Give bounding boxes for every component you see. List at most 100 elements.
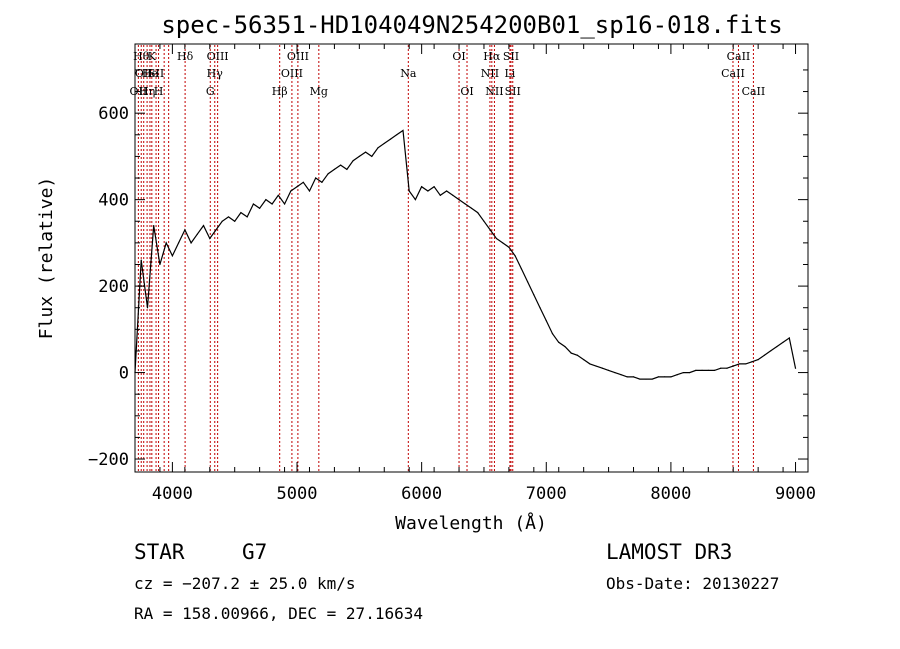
- spectrum-point-73: [589, 363, 591, 365]
- line-marker-label-16: OIII: [287, 50, 309, 63]
- spectrum-point-74: [595, 365, 597, 367]
- spectrum-point-65: [539, 307, 541, 309]
- spectrum-point-62: [520, 268, 522, 270]
- line-marker-label-13: OIII: [207, 50, 229, 63]
- spectrum-point-19: [252, 203, 254, 205]
- spectrum-point-37: [364, 151, 367, 153]
- spectrum-point-58: [495, 237, 498, 240]
- spectrum-point-106: [794, 367, 797, 369]
- spectrum-point-17: [240, 212, 242, 214]
- spectrum-point-90: [695, 369, 697, 372]
- line-marker-label-19: OI: [452, 50, 465, 63]
- spectrum-point-46: [421, 186, 423, 188]
- spectrum-point-47: [427, 190, 429, 192]
- spectrum-point-11: [202, 224, 205, 227]
- spectrum-series: [134, 129, 797, 380]
- spectrum-point-4: [159, 263, 161, 266]
- spectrum-point-76: [607, 369, 610, 372]
- spectrum-point-99: [751, 361, 753, 363]
- spectrum-point-72: [583, 358, 585, 361]
- spectrum-point-81: [639, 378, 641, 380]
- line-marker-label-23: NII: [485, 85, 503, 98]
- spectral-line-labels: OIIHθOIIHηHeKSIIHHδGHγOIIIHβOIIIOIIIMgNa…: [130, 50, 766, 98]
- line-marker-label-6: SII: [148, 67, 164, 80]
- line-marker-label-29: CaII: [742, 85, 766, 98]
- spectrum-point-55: [477, 212, 479, 214]
- spectrum-point-93: [713, 369, 716, 372]
- spectrum-point-80: [632, 376, 635, 378]
- spectrum-point-43: [402, 129, 404, 132]
- line-marker-label-26: SII: [505, 85, 521, 98]
- spectrum-point-21: [265, 199, 267, 201]
- spectrum-point-48: [433, 186, 435, 188]
- line-marker-label-14: Hβ: [272, 85, 288, 98]
- spectrum-line-0: [134, 129, 797, 380]
- spectrum-point-60: [508, 246, 510, 248]
- spectrum-point-78: [620, 374, 622, 376]
- y-axis: −200 0 200 400 600: [88, 69, 808, 470]
- spectrum-point-68: [558, 341, 560, 343]
- spectrum-point-56: [483, 220, 485, 222]
- spectrum-point-88: [682, 371, 684, 374]
- spectrum-point-100: [757, 358, 759, 361]
- x-tick-label-4: 8000: [650, 484, 691, 504]
- line-marker-label-22: Hα: [483, 50, 501, 63]
- spectrum-point-95: [726, 367, 728, 369]
- y-tick-label-4: 600: [98, 104, 129, 124]
- x-tick-label-1: 5000: [277, 484, 318, 504]
- spectrum-point-98: [745, 363, 747, 365]
- spectrum-point-50: [445, 190, 448, 192]
- spectrum-point-92: [707, 369, 709, 372]
- spectrum-point-23: [277, 194, 279, 196]
- spectrum-point-79: [626, 376, 628, 378]
- spectrum-point-20: [259, 207, 261, 209]
- spectrum-point-89: [689, 371, 691, 374]
- spectral-line-markers: [137, 45, 754, 471]
- spectrum-point-61: [514, 255, 516, 257]
- spectrum-point-57: [489, 229, 491, 231]
- spectrum-point-35: [352, 160, 354, 162]
- spectrum-point-97: [738, 363, 741, 365]
- spectrum-point-34: [346, 168, 348, 170]
- spectrum-point-13: [215, 229, 217, 231]
- spectrum-point-69: [564, 346, 566, 348]
- spectrum-point-87: [676, 374, 678, 376]
- spectrum-point-41: [389, 138, 392, 140]
- spectrum-point-86: [670, 376, 672, 378]
- spectrum-point-51: [452, 194, 454, 196]
- spectrum-point-53: [464, 203, 466, 205]
- spectrum-point-29: [315, 177, 317, 179]
- x-tick-label-2: 6000: [401, 484, 442, 504]
- spectrum-point-3: [153, 224, 155, 227]
- object-subclass: G7: [242, 540, 267, 564]
- spectrum-point-27: [302, 181, 304, 183]
- spectrum-point-31: [327, 173, 329, 175]
- line-marker-label-24: Li: [504, 67, 515, 80]
- spectrum-point-104: [782, 341, 784, 343]
- x-axis: 4000 5000 6000 7000 8000 9000: [152, 44, 816, 504]
- x-tick-label-0: 4000: [152, 484, 193, 504]
- spectrum-point-44: [408, 190, 410, 192]
- line-marker-label-15: OIII: [281, 67, 303, 80]
- y-tick-label-2: 200: [98, 277, 129, 297]
- spectrum-point-71: [576, 354, 579, 356]
- spectrum-point-30: [321, 181, 323, 183]
- y-axis-label: Flux (relative): [36, 177, 57, 340]
- spectrum-point-6: [171, 255, 173, 257]
- line-marker-label-28: CaII: [727, 50, 751, 63]
- spectrum-point-40: [383, 142, 385, 145]
- line-marker-label-3: Hη: [139, 85, 155, 98]
- spectrum-point-85: [664, 376, 666, 378]
- spectrum-point-70: [570, 352, 572, 354]
- spectrum-point-67: [551, 333, 554, 335]
- spectrum-point-2: [146, 307, 149, 309]
- y-tick-label-3: 400: [98, 191, 129, 211]
- y-tick-label-0: −200: [88, 450, 129, 470]
- line-marker-label-17: Mg: [310, 85, 328, 98]
- spectrum-point-83: [651, 378, 653, 380]
- spectrum-point-8: [184, 229, 186, 231]
- line-marker-label-1: Hθ: [133, 50, 150, 63]
- spectrum-point-38: [371, 155, 373, 158]
- survey-name: LAMOST DR3: [606, 540, 732, 564]
